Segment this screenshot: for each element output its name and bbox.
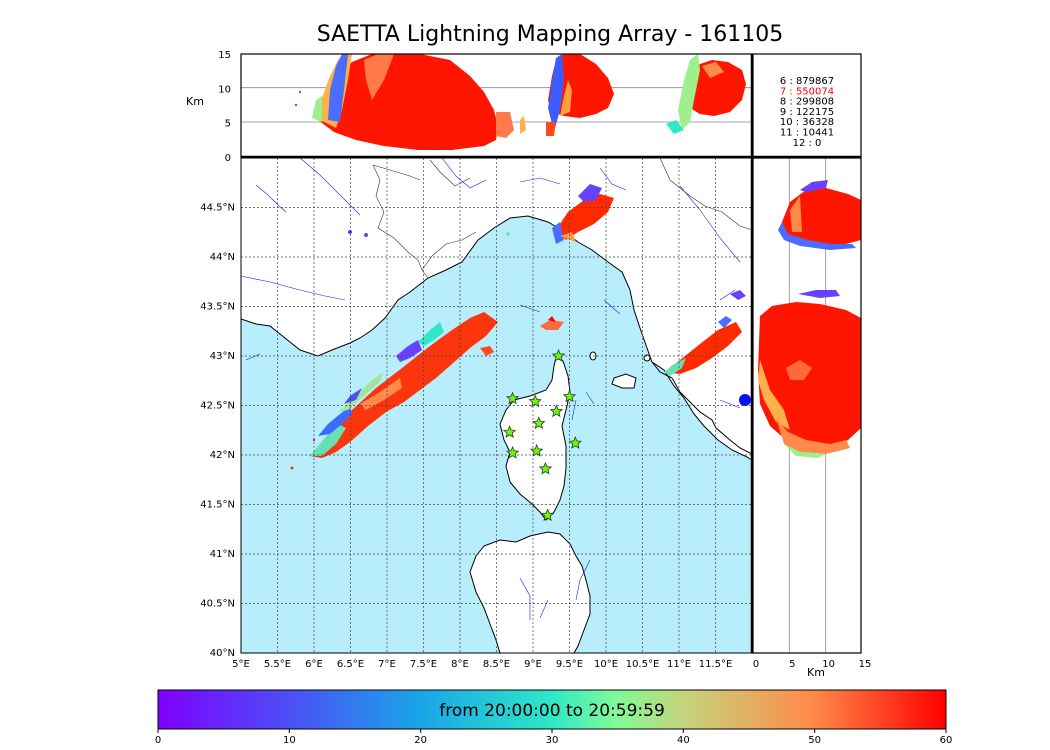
map-x-tick: 7°E — [378, 659, 396, 670]
chart-title: SAETTA Lightning Mapping Array - 161105 — [316, 22, 784, 47]
map-y-tick: 41°N — [210, 549, 235, 560]
station-star-icon — [505, 391, 520, 405]
map-y-tick: 41.5°N — [200, 500, 235, 511]
station-count-row: 8 : 299808 — [780, 97, 834, 108]
right-panel-x-tick-labels: 0 5 10 15 — [753, 659, 872, 670]
right-x-tick: 15 — [859, 659, 872, 670]
map-x-tick: 9°E — [524, 659, 542, 670]
map-x-tick: 10.5°E — [626, 659, 660, 670]
altitude-longitude-panel — [241, 54, 752, 157]
station-count-row: 9 : 122175 — [780, 107, 834, 118]
map-y-tick: 43°N — [210, 351, 235, 362]
map-x-tick: 8.5°E — [483, 659, 510, 670]
map-y-tick: 44°N — [210, 252, 235, 263]
right-x-tick: 10 — [822, 659, 835, 670]
top-y-tick: 5 — [225, 119, 231, 130]
right-panel-xlabel: Km — [807, 666, 825, 679]
station-markers — [502, 348, 582, 522]
station-count-panel — [752, 53, 862, 158]
station-count-row: 10 : 36328 — [780, 117, 834, 128]
map-y-tick: 43.5°N — [200, 302, 235, 313]
station-count-row: 6 : 879867 — [780, 76, 834, 87]
station-star-icon — [538, 461, 553, 475]
map-grid — [241, 158, 752, 653]
station-star-icon — [551, 348, 566, 362]
map-x-tick: 11.5°E — [699, 659, 733, 670]
rivers — [241, 158, 741, 620]
colorbar-tick: 0 — [155, 735, 161, 746]
map-y-tick-labels: 40°N 40.5°N 41°N 41.5°N 42°N 42.5°N 43°N 43.5°N… — [200, 203, 235, 660]
station-count-row: 11 : 10441 — [780, 128, 834, 139]
station-star-icon — [505, 445, 520, 459]
corsica-island — [499, 357, 571, 521]
right-x-tick: 0 — [753, 659, 759, 670]
station-count-row: 12 : 0 — [793, 138, 822, 149]
map-x-tick: 8°E — [451, 659, 469, 670]
italy-coast-detail — [651, 361, 752, 455]
small-island-2 — [643, 354, 651, 362]
country-border — [372, 158, 752, 279]
colorbar-tick: 20 — [414, 735, 427, 746]
colorbar-tick: 60 — [940, 735, 953, 746]
top-y-tick: 10 — [218, 84, 231, 95]
colorbar-tick-labels: 0 10 20 30 40 50 60 — [155, 729, 953, 746]
top-y-tick: 0 — [225, 153, 231, 164]
colorbar-tick: 40 — [677, 735, 690, 746]
colorbar-tick: 50 — [808, 735, 821, 746]
station-star-icon — [549, 404, 564, 418]
map-x-tick: 10°E — [594, 659, 618, 670]
map-x-tick: 7.5°E — [410, 659, 437, 670]
top-panel-ylabel: Km — [186, 95, 204, 108]
map-x-tick: 6.5°E — [337, 659, 364, 670]
station-star-icon — [528, 394, 542, 408]
map-x-tick: 5°E — [232, 659, 250, 670]
main-map-panel — [241, 158, 752, 653]
station-star-icon — [529, 443, 544, 457]
station-star-icon — [502, 425, 517, 438]
map-x-tick: 6°E — [305, 659, 323, 670]
map-y-tick: 42.5°N — [200, 401, 235, 412]
station-count-row: 7 : 550074 — [780, 86, 834, 97]
colorbar-tick: 30 — [546, 735, 559, 746]
right-x-tick: 5 — [789, 659, 795, 670]
elba-island — [611, 373, 637, 389]
latitude-altitude-panel — [753, 158, 861, 653]
map-x-tick: 5.5°E — [264, 659, 291, 670]
map-x-tick: 11°E — [667, 659, 691, 670]
map-y-tick: 42°N — [210, 450, 235, 461]
station-star-icon — [532, 416, 546, 430]
station-star-icon — [562, 389, 577, 403]
colorbar-caption: from 20:00:00 to 20:59:59 — [439, 701, 665, 721]
lightning-sources-map — [290, 184, 751, 470]
station-star-icon — [540, 508, 555, 522]
map-x-tick: 9.5°E — [556, 659, 583, 670]
top-panel-y-tick-labels: 0 5 10 15 — [218, 50, 231, 164]
colorbar — [157, 689, 947, 730]
map-y-tick: 44.5°N — [200, 203, 235, 214]
top-y-tick: 15 — [218, 50, 231, 61]
map-y-tick: 40°N — [210, 648, 235, 659]
sardinia-island — [469, 531, 591, 653]
colorbar-tick: 10 — [283, 735, 296, 746]
map-x-tick-labels: 5°E 5.5°E 6°E 6.5°E 7°E 7.5°E 8°E 8.5°E 9°E 9.5°E… — [232, 659, 732, 670]
station-star-icon — [568, 436, 582, 449]
map-y-tick: 40.5°N — [200, 599, 235, 610]
